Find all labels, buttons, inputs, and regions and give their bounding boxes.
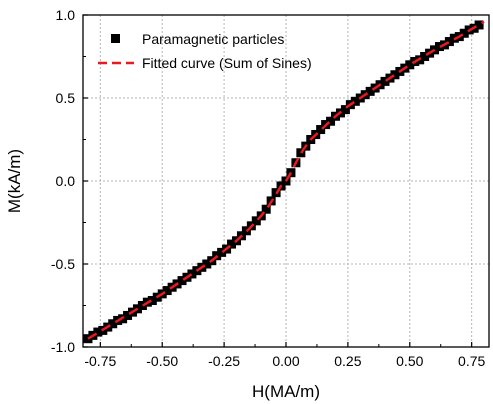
legend: Paramagnetic particles Fitted curve (Sum… [98,31,312,71]
x-tick-label: 0.00 [272,353,299,369]
x-tick-label: -0.50 [146,353,178,369]
data-point [474,20,484,30]
y-axis-title: M(kA/m) [5,149,24,213]
legend-label-paramagnetic: Paramagnetic particles [142,31,284,47]
y-tick-label: 0.5 [56,90,76,106]
data-point [108,319,118,329]
x-tick-label: -0.75 [84,353,116,369]
data-point [187,269,197,279]
data-point [123,310,133,320]
y-axis: -1.0 -0.5 0.0 0.5 1.0 [51,7,88,355]
data-point [261,204,271,214]
data-point [326,116,336,126]
x-tick-label: -0.25 [208,353,240,369]
x-tick-label: 0.75 [458,353,485,369]
x-tick-label: 0.50 [396,353,423,369]
y-tick-label: 0.0 [56,173,76,189]
data-point [316,125,326,135]
data-point [390,70,400,80]
x-axis: -0.75 -0.50 -0.25 0.00 0.25 0.50 0.75 [84,342,486,369]
data-point [137,301,147,310]
data-point [365,86,375,96]
data-point [380,76,390,86]
data-point [177,276,187,286]
data-point [459,28,469,38]
data-point [162,286,172,296]
y-tick-label: 1.0 [56,7,76,23]
data-point [147,296,157,306]
data-point [227,239,237,249]
y-tick-label: -1.0 [51,339,75,355]
legend-marker-square [111,34,120,43]
data-point [350,96,360,106]
data-point [405,60,415,70]
legend-label-fitted: Fitted curve (Sum of Sines) [142,55,312,71]
x-axis-title: H(MA/m) [252,382,320,401]
x-tick-label: 0.25 [334,353,361,369]
data-point [420,52,430,61]
data-point [217,247,227,257]
data-point [202,259,212,269]
series-fitted-curve [87,20,485,340]
data-point [251,216,261,226]
data-point [434,42,444,52]
y-tick-label: -0.5 [51,256,75,272]
data-point [93,327,103,337]
fit-line [87,20,485,340]
data-point [83,334,93,344]
data-point [444,37,454,47]
data-point [340,105,350,115]
